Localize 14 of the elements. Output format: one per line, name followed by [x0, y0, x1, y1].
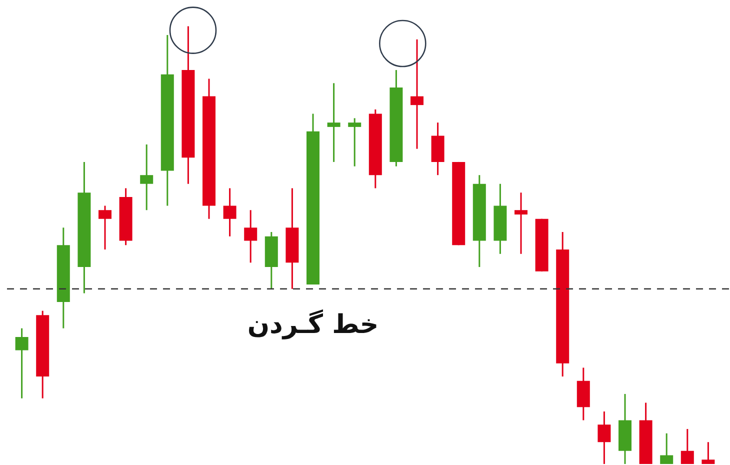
candlestick	[660, 432, 674, 465]
candlestick	[514, 192, 528, 255]
candlestick	[410, 38, 424, 150]
candlestick	[15, 328, 28, 400]
candlestick	[327, 82, 340, 163]
candlestick	[223, 187, 236, 238]
candlestick	[98, 204, 112, 250]
candlestick	[140, 144, 154, 211]
candlestick	[244, 209, 258, 264]
candlestick	[702, 441, 715, 465]
candlestick	[348, 117, 362, 168]
candlestick	[680, 428, 694, 465]
ref-line-label: خط گـردن	[247, 308, 379, 340]
candlestick	[598, 410, 611, 465]
